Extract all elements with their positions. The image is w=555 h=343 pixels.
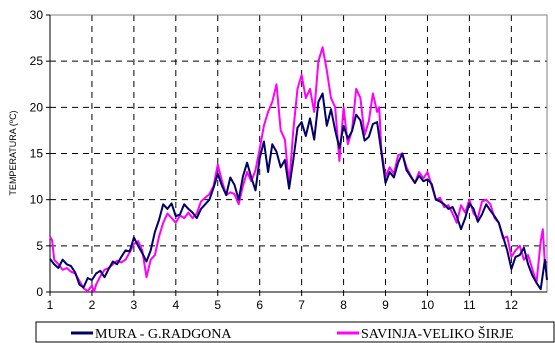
y-tick-label: 10 [30, 193, 44, 207]
axes [46, 14, 548, 296]
x-tick-label: 3 [131, 298, 138, 312]
x-tick-label: 11 [463, 298, 476, 312]
y-tick-label: 25 [30, 54, 44, 68]
legend-label-savinja: SAVINJA-VELIKO ŠIRJE [361, 325, 514, 342]
x-tick-label: 6 [256, 298, 263, 312]
x-tick-label: 12 [505, 298, 519, 312]
y-tick-label: 5 [36, 239, 43, 253]
y-tick-label: 30 [30, 8, 44, 22]
y-tick-label: 15 [30, 147, 44, 161]
legend-label-mura: MURA - G.RADGONA [95, 327, 232, 342]
y-tick-label: 0 [36, 285, 43, 299]
x-tick-label: 9 [382, 298, 389, 312]
legend-box [35, 321, 555, 343]
y-tick-label: 20 [30, 100, 44, 114]
x-tick-label: 10 [421, 298, 435, 312]
series-lines [49, 46, 548, 293]
series-line-mura [49, 92, 548, 291]
x-tick-label: 1 [47, 298, 54, 312]
x-tick-label: 4 [172, 298, 179, 312]
x-tick-label: 7 [298, 298, 305, 312]
legend: MURA - G.RADGONA SAVINJA-VELIKO ŠIRJE [35, 321, 555, 343]
y-axis-label: TEMPERATURA (ºC) [8, 110, 18, 195]
x-tick-label: 8 [340, 298, 347, 312]
x-tick-label: 5 [214, 298, 221, 312]
x-tick-label: 2 [89, 298, 96, 312]
series-line-savinja [49, 46, 548, 293]
